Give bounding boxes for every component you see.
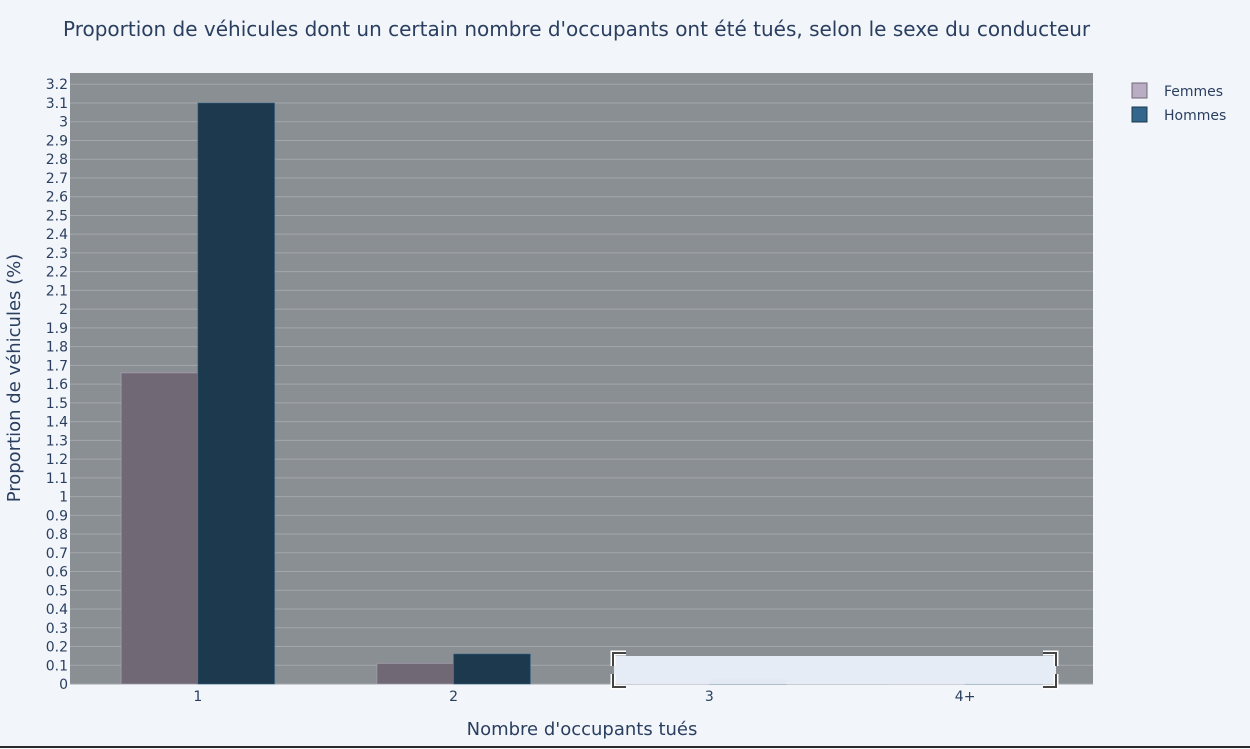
- y-tick-label: 1: [59, 490, 68, 506]
- y-tick-label: 0.5: [46, 583, 68, 599]
- y-tick-label: 0: [59, 677, 68, 693]
- y-tick-label: 1.3: [46, 433, 68, 449]
- zoom-selection-fill: [614, 656, 1056, 684]
- y-tick-label: 2.8: [46, 152, 68, 168]
- y-tick-labels: 0 0.1 0.2 0.3 0.4 0.5 0.6 0.7 0.8 0.9 1 1.1 1.2 1.3 1.…: [46, 77, 68, 693]
- y-tick-label: 0.1: [46, 658, 68, 674]
- y-tick-label: 0.3: [46, 621, 68, 637]
- y-tick-label: 2.4: [46, 227, 68, 243]
- y-tick-label: 1.7: [46, 358, 68, 374]
- x-axis-title: Nombre d'occupants tués: [467, 719, 698, 740]
- y-tick-label: 0.9: [46, 508, 68, 524]
- y-tick-label: 2.1: [46, 283, 68, 299]
- y-tick-label: 1.4: [46, 415, 68, 431]
- y-tick-label: 0.6: [46, 565, 68, 581]
- bar-femmes-1[interactable]: [120, 372, 199, 685]
- x-tick-label: 2: [449, 689, 458, 705]
- y-tick-label: 3.2: [46, 77, 68, 93]
- x-tick-label: 1: [193, 689, 202, 705]
- bar-hommes-2[interactable]: [453, 653, 531, 685]
- y-tick-label: 2.9: [46, 133, 68, 149]
- y-tick-label: 2.7: [46, 171, 68, 187]
- y-tick-label: 1.2: [46, 452, 68, 468]
- x-tick-label: 4+: [955, 689, 976, 705]
- legend: Femmes Hommes: [1131, 82, 1226, 124]
- zoom-selection-box[interactable]: [610, 650, 1059, 690]
- y-tick-label: 0.2: [46, 640, 68, 656]
- chart-title: Proportion de véhicules dont un certain …: [63, 17, 1091, 41]
- y-tick-label: 0.8: [46, 527, 68, 543]
- bar-femmes-2[interactable]: [376, 662, 455, 685]
- legend-swatch-hommes[interactable]: [1131, 106, 1148, 123]
- y-tick-label: 2.5: [46, 208, 68, 224]
- y-tick-label: 2: [59, 302, 68, 318]
- y-tick-label: 1.9: [46, 321, 68, 337]
- y-tick-label: 1.5: [46, 396, 68, 412]
- y-tick-label: 3: [59, 115, 68, 131]
- y-tick-label: 1.1: [46, 471, 68, 487]
- bars: [120, 102, 1043, 685]
- x-tick-labels: 1 2 3 4+: [193, 689, 975, 705]
- legend-label-hommes[interactable]: Hommes: [1164, 108, 1226, 124]
- y-tick-label: 1.8: [46, 340, 68, 356]
- legend-label-femmes[interactable]: Femmes: [1164, 84, 1223, 100]
- legend-swatch-femmes[interactable]: [1131, 82, 1148, 99]
- y-tick-label: 2.6: [46, 190, 68, 206]
- y-axis-title: Proportion de véhicules (%): [4, 254, 25, 503]
- y-tick-label: 2.3: [46, 246, 68, 262]
- y-tick-label: 1.6: [46, 377, 68, 393]
- x-tick-label: 3: [705, 689, 714, 705]
- y-tick-label: 0.4: [46, 602, 68, 618]
- bar-hommes-1[interactable]: [197, 102, 276, 685]
- y-tick-label: 0.7: [46, 546, 68, 562]
- zoom-corner-marks: [612, 652, 1057, 688]
- y-tick-label: 3.1: [46, 96, 68, 112]
- y-tick-label: 2.2: [46, 265, 68, 281]
